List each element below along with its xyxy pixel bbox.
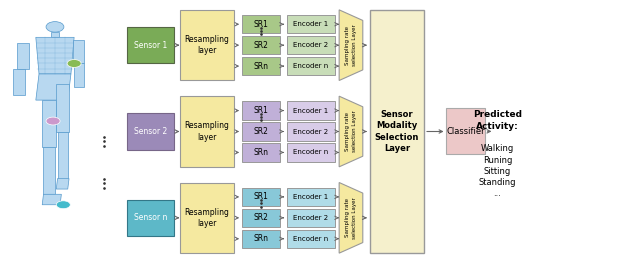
FancyBboxPatch shape (242, 122, 280, 141)
Text: Encoder 1: Encoder 1 (293, 194, 328, 200)
Text: SRn: SRn (253, 62, 269, 70)
FancyBboxPatch shape (242, 188, 280, 206)
FancyBboxPatch shape (242, 102, 280, 120)
Text: Sampling rate
selection Layer: Sampling rate selection Layer (346, 24, 356, 66)
Text: Sensor n: Sensor n (134, 213, 167, 222)
FancyBboxPatch shape (287, 122, 335, 141)
FancyBboxPatch shape (287, 57, 335, 75)
Polygon shape (339, 96, 363, 167)
FancyBboxPatch shape (287, 102, 335, 120)
Text: Sensor
Modality
Selection
Layer: Sensor Modality Selection Layer (375, 110, 419, 153)
Ellipse shape (67, 59, 81, 67)
Text: SRn: SRn (253, 234, 269, 243)
Text: Resampling
layer: Resampling layer (184, 122, 229, 141)
FancyBboxPatch shape (447, 108, 484, 154)
Polygon shape (42, 194, 61, 205)
FancyBboxPatch shape (127, 113, 174, 150)
Text: SR2: SR2 (254, 127, 269, 136)
Text: Classifier: Classifier (446, 127, 485, 136)
Text: SR1: SR1 (254, 20, 269, 29)
Text: Sampling rate
selection Layer: Sampling rate selection Layer (346, 197, 356, 239)
Text: Encoder n: Encoder n (293, 63, 328, 69)
Text: Sampling rate
selection Layer: Sampling rate selection Layer (346, 111, 356, 152)
Text: Sensor 1: Sensor 1 (134, 41, 167, 50)
Text: SR2: SR2 (254, 41, 269, 50)
FancyBboxPatch shape (287, 36, 335, 54)
FancyBboxPatch shape (42, 100, 56, 147)
Text: Encoder n: Encoder n (293, 149, 328, 155)
FancyBboxPatch shape (242, 230, 280, 248)
FancyBboxPatch shape (74, 63, 84, 87)
Text: Predicted
Activity:: Predicted Activity: (473, 110, 522, 130)
FancyBboxPatch shape (56, 84, 69, 132)
FancyBboxPatch shape (287, 143, 335, 161)
FancyBboxPatch shape (51, 32, 59, 37)
Polygon shape (36, 37, 74, 74)
Text: Walking
Runing
Sitting
Standing
...: Walking Runing Sitting Standing ... (479, 144, 516, 198)
FancyBboxPatch shape (17, 43, 29, 69)
Text: Resampling
layer: Resampling layer (184, 35, 229, 55)
Text: Encoder n: Encoder n (293, 236, 328, 242)
Text: SR1: SR1 (254, 106, 269, 115)
Polygon shape (36, 74, 71, 100)
FancyBboxPatch shape (179, 10, 234, 80)
Ellipse shape (56, 201, 70, 209)
FancyBboxPatch shape (127, 200, 174, 236)
FancyBboxPatch shape (242, 57, 280, 75)
Text: Encoder 2: Encoder 2 (293, 42, 328, 48)
FancyBboxPatch shape (287, 188, 335, 206)
Ellipse shape (46, 22, 64, 32)
FancyBboxPatch shape (13, 69, 25, 95)
Ellipse shape (46, 117, 60, 125)
FancyBboxPatch shape (287, 15, 335, 33)
FancyBboxPatch shape (179, 183, 234, 253)
Text: Encoder 1: Encoder 1 (293, 108, 328, 114)
FancyBboxPatch shape (179, 96, 234, 167)
Text: Encoder 2: Encoder 2 (293, 215, 328, 221)
FancyBboxPatch shape (242, 15, 280, 33)
FancyBboxPatch shape (370, 10, 424, 253)
FancyBboxPatch shape (242, 143, 280, 161)
Text: SR1: SR1 (254, 193, 269, 201)
Polygon shape (339, 183, 363, 253)
Text: Sensor 2: Sensor 2 (134, 127, 167, 136)
Text: Encoder 2: Encoder 2 (293, 129, 328, 134)
FancyBboxPatch shape (242, 36, 280, 54)
FancyBboxPatch shape (287, 209, 335, 227)
FancyBboxPatch shape (58, 132, 68, 179)
FancyBboxPatch shape (44, 147, 55, 194)
FancyBboxPatch shape (287, 230, 335, 248)
FancyBboxPatch shape (242, 209, 280, 227)
FancyBboxPatch shape (127, 27, 174, 63)
Text: Resampling
layer: Resampling layer (184, 208, 229, 228)
Polygon shape (339, 10, 363, 80)
Text: SR2: SR2 (254, 213, 269, 222)
Text: Encoder 1: Encoder 1 (293, 21, 328, 27)
Text: SRn: SRn (253, 148, 269, 157)
FancyBboxPatch shape (73, 40, 84, 63)
Polygon shape (56, 179, 69, 189)
